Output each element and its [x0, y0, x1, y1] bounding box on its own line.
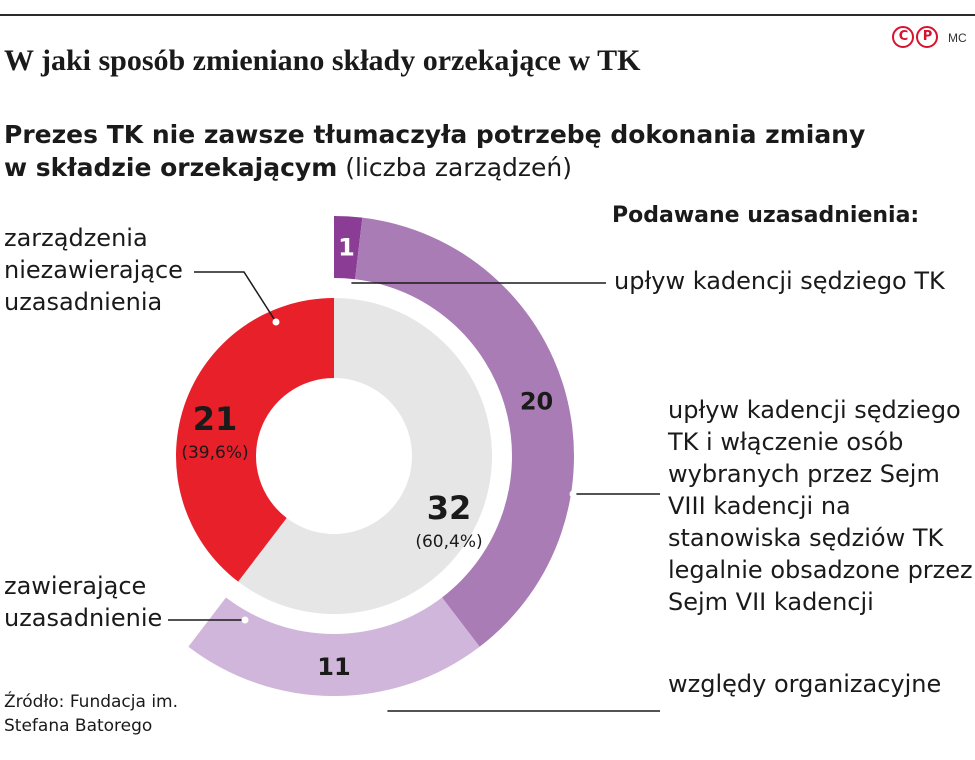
pct-label-reason: (60,4%): [415, 532, 482, 552]
leader-noreason: [194, 271, 277, 323]
reason-2-label: upływ kadencji sędziego TK i włączenie o…: [668, 396, 973, 616]
legend-noreason: zarządzenia niezawierające uzasadnienia: [4, 224, 183, 316]
value-label-r3: 11: [317, 653, 350, 681]
legend-reason: zawierające uzasadnienie: [4, 572, 163, 632]
outer-ring: [188, 216, 575, 697]
reason-1-label: upływ kadencji sędziego TK: [614, 267, 945, 295]
pct-label-noreason: (39,6%): [181, 443, 248, 463]
top-rule: [0, 14, 975, 16]
subtitle-unit: (liczba zarządzeń): [345, 153, 572, 182]
value-label-r1: 1: [338, 233, 355, 261]
slice-reason: [238, 298, 493, 614]
leader-r2-dot: [569, 490, 577, 498]
inner-donut: [175, 298, 493, 614]
value-label-noreason: 21: [193, 400, 238, 438]
author-initials: MC: [948, 31, 967, 45]
leader-r3-dot: [380, 707, 388, 715]
ring-slice-kadencja-wlaczenie: [355, 217, 575, 647]
reasons-heading: Podawane uzasadnienia:: [612, 203, 920, 228]
leader-r1-dot: [344, 279, 352, 287]
leader-noreason-dot: [272, 318, 280, 326]
reason-3-label: względy organizacyjne: [668, 670, 942, 698]
leader-reason-dot: [241, 616, 249, 624]
slice-noreason: [175, 298, 334, 582]
leader-lines: [168, 271, 660, 715]
source-note: Źródło: Fundacja im. Stefana Batorego: [4, 692, 179, 736]
chart-subtitle: Prezes TK nie zawsze tłumaczyła potrzebę…: [4, 118, 884, 184]
value-label-reason: 32: [427, 489, 472, 527]
chart-title: W jaki sposób zmieniano składy orzekając…: [4, 44, 641, 77]
ring-slice-organizacyjne: [188, 597, 480, 697]
ring-slice-kadencja: [334, 216, 363, 280]
value-label-r2: 20: [520, 388, 553, 416]
subtitle-bold: Prezes TK nie zawsze tłumaczyła potrzebę…: [4, 120, 866, 182]
